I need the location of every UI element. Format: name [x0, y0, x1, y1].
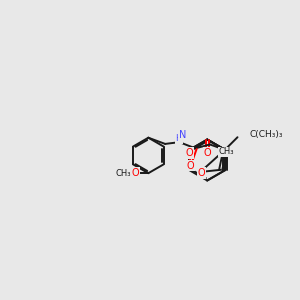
Text: O: O: [186, 148, 193, 158]
Text: N: N: [179, 130, 187, 140]
Text: O: O: [203, 148, 211, 158]
Text: O: O: [186, 161, 194, 171]
Text: C(CH₃)₃: C(CH₃)₃: [250, 130, 283, 140]
Text: O: O: [131, 168, 139, 178]
Text: H: H: [176, 134, 182, 143]
Text: CH₃: CH₃: [115, 169, 130, 178]
Text: CH₃: CH₃: [219, 147, 235, 156]
Text: O: O: [198, 168, 206, 178]
